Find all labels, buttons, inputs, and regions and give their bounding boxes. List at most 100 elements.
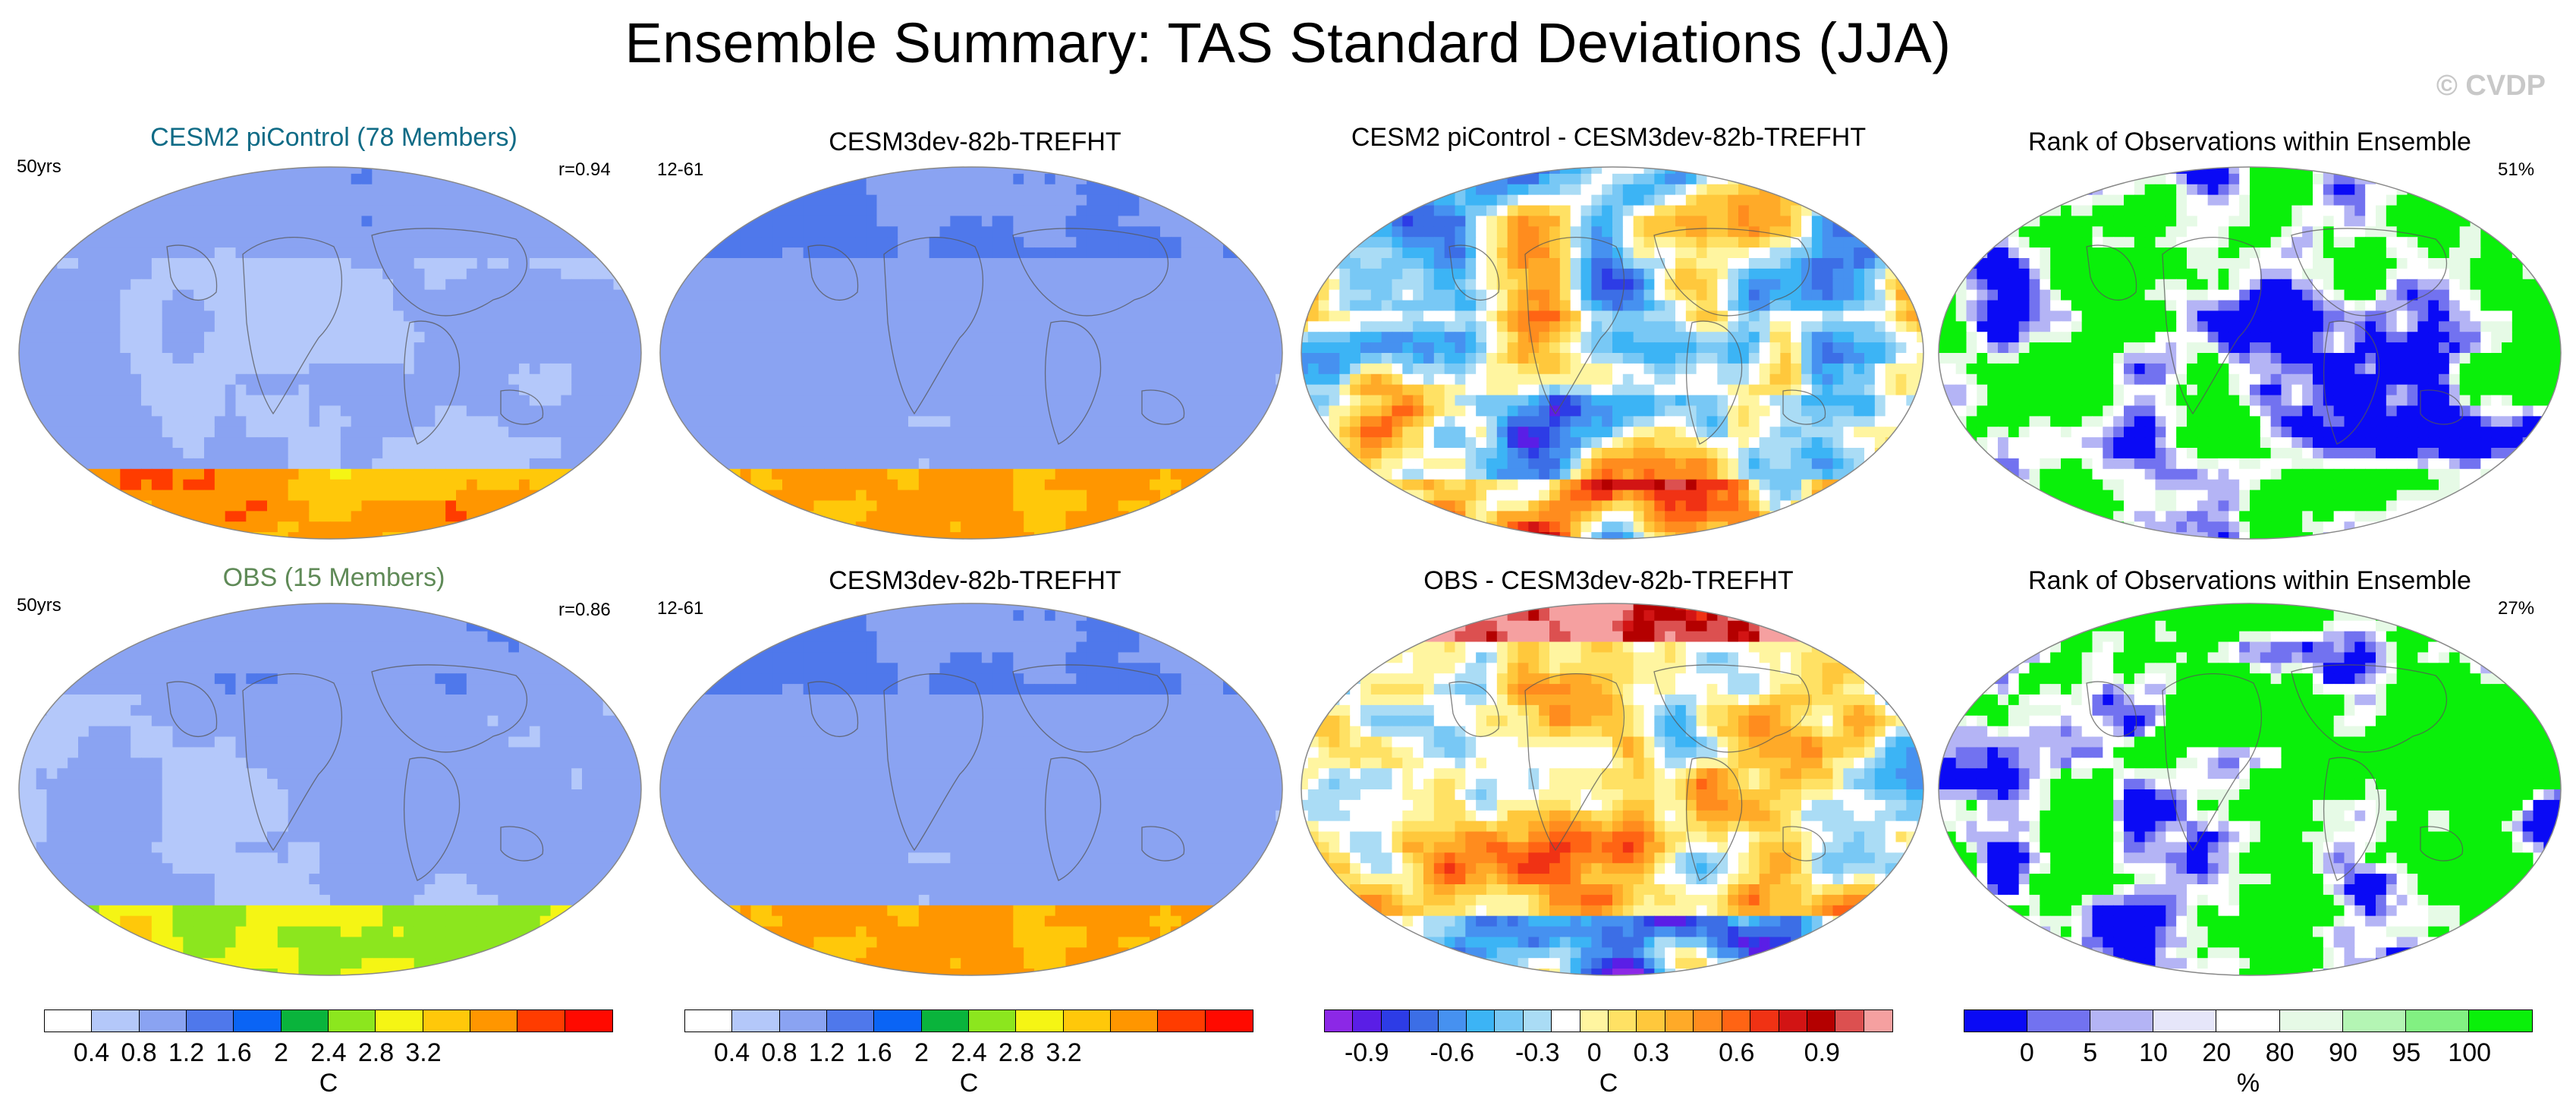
colorbar-box xyxy=(2216,1010,2280,1032)
colorbar-sd-2: 0.4 0.8 1.2 1.6 2 2.4 2.8 3.2 C xyxy=(684,1009,1253,1101)
map-svg xyxy=(1938,603,2562,976)
colorbar-unit: % xyxy=(2236,1069,2260,1098)
colorbar-unit: C xyxy=(319,1069,338,1098)
panel-4-right-label: 51% xyxy=(2498,159,2535,180)
colorbar-tick-label: 2 xyxy=(274,1038,288,1067)
colorbar-tick-label: 3.2 xyxy=(405,1038,442,1067)
colorbar-tick-label: 0.8 xyxy=(761,1038,797,1067)
colorbar-unit: C xyxy=(959,1069,979,1098)
map-border xyxy=(1938,166,2562,540)
colorbar-tick-label: 0 xyxy=(1587,1038,1602,1067)
colorbar-box xyxy=(1779,1010,1807,1032)
colorbar-box xyxy=(1665,1010,1694,1032)
panel-5-left-label: 50yrs xyxy=(17,595,61,616)
colorbar-box xyxy=(2342,1010,2406,1032)
panel-1-left-label: 50yrs xyxy=(17,156,61,177)
colorbar-box xyxy=(470,1010,518,1032)
colorbar-rank: 0 5 10 20 80 90 95 100% xyxy=(1964,1009,2533,1101)
colorbar-box xyxy=(423,1010,470,1032)
panel-5-right-label: r=0.86 xyxy=(558,600,611,620)
colorbar-tick-label: 0.6 xyxy=(1719,1038,1755,1067)
colorbar-tick-label: 20 xyxy=(2202,1038,2232,1067)
colorbar-box xyxy=(1438,1010,1467,1032)
panel-1-title: CESM2 piControl (78 Members) xyxy=(150,123,517,152)
colorbar-box xyxy=(2468,1010,2532,1032)
map-field xyxy=(660,603,1282,975)
colorbar-box xyxy=(517,1010,565,1032)
colorbar-boxes xyxy=(1324,1009,1893,1032)
map-svg xyxy=(659,166,1283,540)
colorbar-box xyxy=(1722,1010,1751,1032)
colorbar-unit: C xyxy=(1599,1069,1618,1098)
colorbar-tick-label: 0.8 xyxy=(121,1038,157,1067)
colorbar-box xyxy=(685,1010,733,1032)
colorbar-box xyxy=(92,1010,140,1032)
colorbar-boxes xyxy=(1964,1009,2533,1032)
colorbar-diff: -0.9 -0.6 -0.3 0 0.3 0.6 0.9 C xyxy=(1324,1009,1893,1101)
map-field xyxy=(1939,167,2561,539)
colorbar-box xyxy=(1410,1010,1439,1032)
colorbar-box xyxy=(1580,1010,1609,1032)
map-field xyxy=(1939,603,2561,975)
colorbar-boxes xyxy=(684,1009,1253,1032)
panel-2-map xyxy=(656,163,1286,543)
colorbar-tick-label: 0 xyxy=(2019,1038,2034,1067)
colorbar-box xyxy=(2090,1010,2154,1032)
colorbar-tick-label: 2.4 xyxy=(310,1038,347,1067)
colorbar-tick-label: 1.6 xyxy=(856,1038,892,1067)
colorbar-box xyxy=(874,1010,922,1032)
colorbar-tick-label: 1.6 xyxy=(215,1038,252,1067)
colorbar-box xyxy=(1353,1010,1382,1032)
colorbar-boxes xyxy=(44,1009,613,1032)
map-field xyxy=(19,603,641,975)
map-border xyxy=(1301,166,1924,540)
colorbar-box xyxy=(1864,1010,1893,1032)
colorbar-box xyxy=(1063,1010,1111,1032)
map-border xyxy=(18,603,642,976)
panel-1-right-label: r=0.94 xyxy=(558,159,611,180)
map-svg xyxy=(1301,166,1924,540)
colorbar-tick-label: 2.8 xyxy=(357,1038,395,1067)
colorbar-box xyxy=(2279,1010,2343,1032)
colorbar-tick-label: 10 xyxy=(2139,1038,2168,1067)
colorbar-tick-label: 80 xyxy=(2265,1038,2294,1067)
colorbar-box xyxy=(1637,1010,1665,1032)
colorbar-box xyxy=(1467,1010,1496,1032)
panel-1-map xyxy=(15,163,645,543)
panel-3-map xyxy=(1297,163,1927,543)
colorbar-box xyxy=(281,1010,329,1032)
colorbar-box xyxy=(1016,1010,1064,1032)
colorbar-tick-label: 2.8 xyxy=(998,1038,1035,1067)
map-border xyxy=(659,166,1283,540)
colorbar-tick-label: 0.4 xyxy=(73,1038,110,1067)
colorbar-tick-label: 90 xyxy=(2329,1038,2357,1067)
cvdp-watermark: © CVDP xyxy=(2436,70,2546,102)
panel-8-right-label: 27% xyxy=(2498,598,2535,619)
colorbar-tick-label: -0.3 xyxy=(1514,1038,1560,1067)
colorbar-tick-label: 5 xyxy=(2083,1038,2098,1067)
colorbar-box xyxy=(2027,1010,2091,1032)
map-svg xyxy=(18,603,642,976)
colorbar-box xyxy=(234,1010,282,1032)
map-border xyxy=(659,603,1283,976)
colorbar-box xyxy=(328,1010,376,1032)
colorbar-tick-label: -0.6 xyxy=(1430,1038,1475,1067)
colorbar-tick-label: 95 xyxy=(2392,1038,2421,1067)
colorbar-box xyxy=(139,1010,187,1032)
colorbar-box xyxy=(732,1010,780,1032)
colorbar-box xyxy=(45,1010,93,1032)
panel-5-map xyxy=(15,600,645,979)
colorbar-tick-label: 0.4 xyxy=(713,1038,750,1067)
panel-2-title: CESM3dev-82b-TREFHT xyxy=(829,128,1121,156)
colorbar-box xyxy=(1964,1010,2028,1032)
panel-4-map xyxy=(1935,163,2565,543)
colorbar-box xyxy=(1694,1010,1722,1032)
colorbar-sd-1: 0.4 0.8 1.2 1.6 2 2.4 2.8 3.2 C xyxy=(44,1009,613,1101)
map-svg xyxy=(659,603,1283,976)
colorbar-box xyxy=(376,1010,423,1032)
colorbar-box xyxy=(2405,1010,2469,1032)
panel-8-title: Rank of Observations within Ensemble xyxy=(2028,566,2471,595)
colorbar-tick-label: 100 xyxy=(2448,1038,2492,1067)
map-field xyxy=(19,167,641,539)
panel-7-title: OBS - CESM3dev-82b-TREFHT xyxy=(1423,566,1794,595)
